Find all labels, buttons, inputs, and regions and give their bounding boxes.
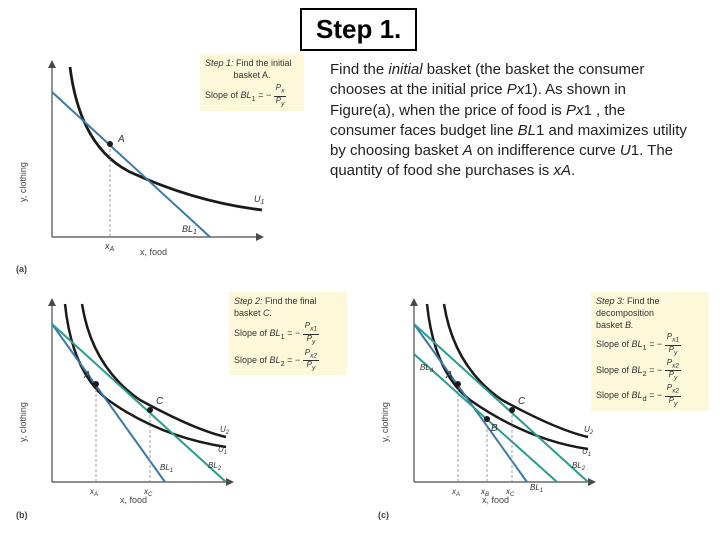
svg-text:C: C bbox=[156, 396, 164, 407]
txt: Slope of bbox=[596, 340, 632, 350]
txt: U bbox=[620, 142, 631, 159]
txt: on indifference curve bbox=[473, 142, 620, 159]
svg-text:BL1: BL1 bbox=[160, 463, 173, 474]
x-axis-label: x, food bbox=[120, 495, 147, 505]
y-axis-label: y, clothing bbox=[18, 402, 28, 442]
figure-b: y, clothing A C BL1 BL2 U1 U2 xA xC x, f… bbox=[10, 292, 355, 532]
txt: xA bbox=[553, 162, 571, 179]
txt: initial bbox=[388, 61, 422, 78]
txt: BL bbox=[241, 90, 252, 100]
svg-text:BLd: BLd bbox=[420, 363, 434, 374]
txt: Step 1: bbox=[205, 58, 234, 68]
step-title: Step 1. bbox=[300, 8, 417, 51]
txt: Slope of bbox=[596, 365, 632, 375]
svg-text:A: A bbox=[83, 370, 91, 381]
svg-text:A: A bbox=[445, 370, 453, 381]
txt: Find the bbox=[330, 61, 388, 78]
svg-text:U2: U2 bbox=[584, 425, 594, 436]
txt: Slope of bbox=[205, 90, 241, 100]
x-axis-label: x, food bbox=[140, 247, 167, 257]
y-axis-label: y, clothing bbox=[380, 402, 390, 442]
svg-text:C: C bbox=[518, 396, 526, 407]
figure-c: y, clothing A B C BLd BL1 BL2 U1 U2 xA x… bbox=[372, 292, 717, 532]
svg-text:xA: xA bbox=[451, 487, 460, 498]
figure-a: y, clothing A BL1 U1 xA x, food (a) Step… bbox=[10, 52, 310, 287]
panel-label-b: (b) bbox=[16, 510, 28, 520]
x-axis-label: x, food bbox=[482, 495, 509, 505]
txt: = − bbox=[285, 355, 301, 365]
svg-text:xA: xA bbox=[89, 487, 98, 498]
txt: Slope of bbox=[234, 355, 270, 365]
y-axis-label: y, clothing bbox=[18, 162, 28, 202]
txt: Px bbox=[566, 102, 584, 119]
svg-text:BL2: BL2 bbox=[208, 461, 222, 472]
txt: Slope of bbox=[596, 391, 632, 401]
svg-text:A: A bbox=[117, 134, 125, 145]
txt: BL bbox=[270, 328, 281, 338]
txt: Find the initial bbox=[234, 58, 292, 68]
svg-text:U2: U2 bbox=[220, 425, 230, 436]
main-description: Find the initial basket (the basket the … bbox=[330, 60, 690, 182]
txt: Slope of bbox=[234, 328, 270, 338]
txt: = − bbox=[647, 340, 663, 350]
txt: Step 3: bbox=[596, 296, 625, 306]
txt: BL bbox=[270, 355, 281, 365]
txt: basket A. bbox=[205, 69, 299, 81]
txt: = − bbox=[256, 90, 272, 100]
svg-text:BL1: BL1 bbox=[182, 224, 197, 236]
svg-text:xA: xA bbox=[104, 241, 115, 253]
txt: C. bbox=[263, 308, 272, 318]
txt: Px bbox=[507, 81, 525, 98]
legend-c: Step 3: Find the decomposition basket B.… bbox=[591, 292, 709, 411]
txt: basket bbox=[596, 320, 625, 330]
txt: = − bbox=[647, 365, 663, 375]
chart-c-svg: A B C BLd BL1 BL2 U1 U2 xA xB xC bbox=[372, 292, 597, 507]
svg-text:BL1: BL1 bbox=[530, 483, 543, 494]
txt: . bbox=[571, 162, 575, 179]
legend-a: Step 1: Find the initial basket A. Slope… bbox=[200, 54, 304, 111]
panel-label-a: (a) bbox=[16, 264, 27, 274]
txt: BL bbox=[632, 340, 643, 350]
txt: BL bbox=[632, 365, 643, 375]
chart-b-svg: A C BL1 BL2 U1 U2 xA xC bbox=[10, 292, 235, 507]
txt: B. bbox=[625, 320, 634, 330]
panel-label-c: (c) bbox=[378, 510, 389, 520]
txt: BL bbox=[632, 391, 643, 401]
txt: = − bbox=[285, 328, 301, 338]
txt: Step 2: bbox=[234, 296, 263, 306]
legend-b: Step 2: Find the final basket C. Slope o… bbox=[229, 292, 347, 375]
txt: BL bbox=[518, 122, 536, 139]
txt: = − bbox=[647, 391, 663, 401]
svg-text:B: B bbox=[491, 423, 498, 434]
txt: A bbox=[463, 142, 473, 159]
svg-text:U1: U1 bbox=[582, 447, 591, 458]
svg-text:U1: U1 bbox=[254, 194, 265, 206]
